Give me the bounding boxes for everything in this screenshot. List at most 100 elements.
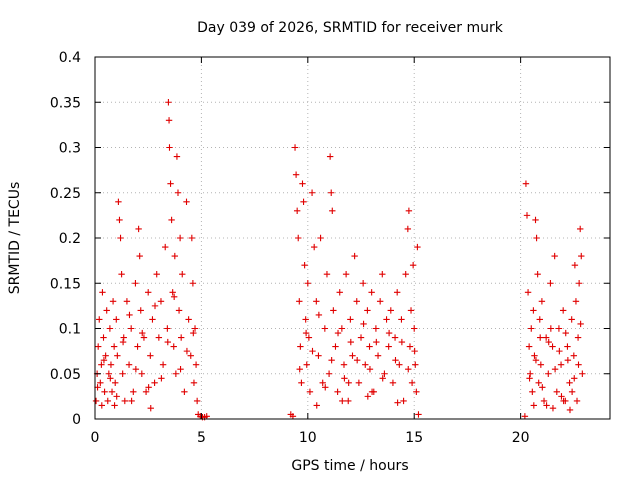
data-point	[547, 280, 554, 287]
data-point	[104, 397, 111, 405]
data-point	[406, 343, 414, 350]
data-point	[109, 298, 117, 305]
data-point	[409, 261, 417, 269]
data-point	[136, 252, 143, 260]
x-tick-label: 10	[299, 430, 317, 446]
data-point	[151, 302, 159, 310]
data-point	[315, 352, 322, 359]
data-point	[564, 343, 571, 350]
data-point	[551, 252, 558, 260]
data-point	[359, 280, 367, 287]
data-point	[99, 289, 106, 296]
data-point	[155, 334, 163, 341]
data-point	[297, 343, 304, 350]
data-point	[308, 189, 316, 196]
data-point	[138, 370, 146, 377]
data-point	[572, 298, 580, 305]
data-point	[98, 402, 106, 409]
data-point	[566, 379, 573, 386]
data-point	[190, 379, 198, 386]
data-point	[353, 356, 361, 364]
data-point	[140, 334, 148, 341]
data-point	[110, 343, 118, 350]
data-point	[547, 325, 555, 332]
y-tick-label: 0.1	[59, 322, 81, 338]
data-point	[170, 293, 178, 301]
data-point	[415, 411, 422, 418]
data-point	[351, 252, 358, 260]
data-point	[538, 298, 546, 305]
data-point	[398, 316, 405, 323]
data-point	[166, 144, 173, 151]
data-point	[553, 388, 560, 396]
data-point	[153, 271, 160, 278]
data-point	[176, 234, 184, 242]
data-point	[411, 325, 418, 332]
data-point	[321, 325, 329, 332]
data-point	[360, 320, 367, 328]
data-point	[319, 379, 326, 386]
data-point	[556, 347, 563, 355]
data-point	[310, 243, 318, 251]
y-tick-label: 0.35	[50, 95, 81, 111]
x-tick-label: 20	[512, 430, 530, 446]
plot-frame	[94, 56, 611, 420]
data-point	[562, 329, 569, 337]
data-point	[306, 388, 314, 396]
data-point	[535, 379, 542, 386]
data-point	[537, 361, 545, 368]
data-point	[522, 180, 530, 187]
data-point	[173, 153, 181, 160]
data-point	[98, 361, 105, 368]
y-tick-label: 0.15	[50, 276, 81, 292]
data-point	[345, 379, 352, 386]
data-point	[296, 298, 303, 305]
data-point	[117, 234, 124, 242]
data-point	[549, 343, 556, 350]
data-point	[123, 298, 131, 305]
data-point	[336, 289, 343, 296]
data-point	[332, 343, 339, 350]
data-point	[577, 320, 584, 328]
data-point	[398, 338, 406, 346]
data-point	[528, 325, 535, 332]
data-point	[379, 271, 386, 278]
data-point	[366, 366, 374, 373]
data-point	[570, 352, 578, 359]
data-point	[558, 393, 565, 400]
data-point	[191, 325, 199, 332]
data-point	[158, 375, 165, 382]
data-point	[127, 325, 135, 332]
data-point	[579, 370, 586, 377]
data-point	[349, 352, 356, 359]
data-point	[172, 370, 180, 377]
data-point	[111, 402, 118, 409]
data-point	[142, 388, 150, 396]
data-point	[559, 307, 567, 314]
data-point	[532, 216, 539, 224]
data-point	[120, 334, 127, 341]
y-tick-label: 0.3	[59, 141, 81, 157]
data-point	[549, 404, 557, 412]
data-point	[574, 334, 582, 341]
x-tick-label: 15	[405, 430, 423, 446]
data-point	[411, 347, 418, 355]
data-point	[185, 316, 192, 323]
y-tick-label: 0.4	[59, 50, 81, 66]
data-point	[394, 399, 401, 406]
data-point	[179, 271, 186, 278]
data-point	[157, 298, 165, 305]
data-point	[412, 361, 419, 368]
data-point	[126, 311, 133, 319]
data-point	[364, 393, 372, 400]
data-point	[364, 307, 371, 314]
data-point	[291, 144, 299, 151]
data-point	[181, 388, 188, 396]
data-point	[328, 189, 335, 196]
data-point	[92, 397, 100, 405]
data-point	[564, 356, 572, 364]
data-point	[524, 289, 532, 296]
data-point	[175, 307, 183, 314]
data-point	[177, 366, 184, 373]
data-point	[300, 198, 307, 205]
